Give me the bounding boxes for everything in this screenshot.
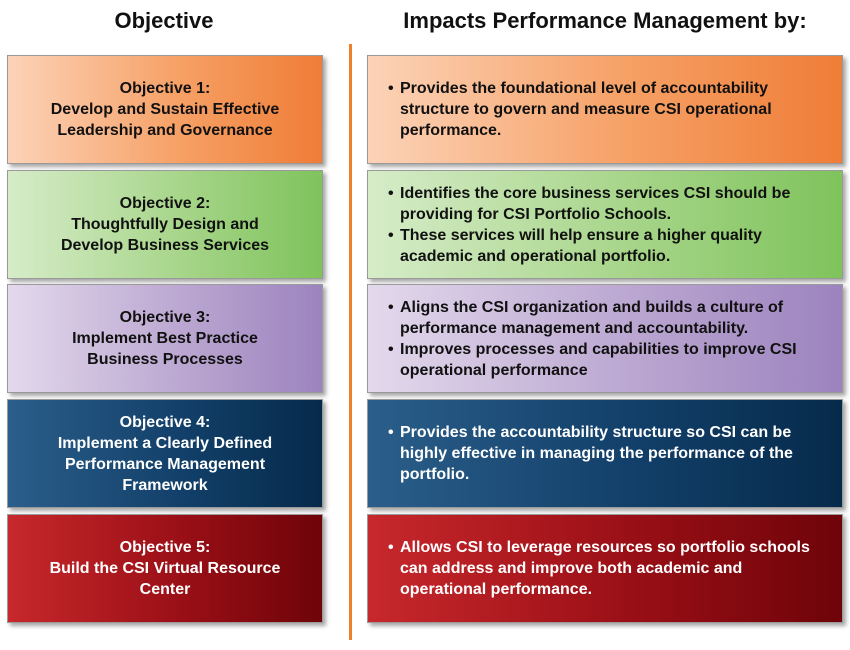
impact-2-box: Identifies the core business services CS… [367, 170, 843, 279]
objective-5-line: Build the CSI Virtual Resource [49, 560, 281, 577]
impact-3-bullet: Improves processes and capabilities to i… [388, 339, 832, 381]
impact-2-bullet: These services will help ensure a higher… [388, 225, 832, 267]
objective-4-line: Implement a Clearly Defined [57, 434, 273, 452]
impact-1-list: Provides the foundational level of accou… [388, 78, 832, 141]
objective-4-line: Performance Management [64, 455, 266, 473]
objective-4-line: Framework [122, 476, 208, 494]
column-divider [349, 44, 352, 640]
objective-2-box: Objective 2: Thoughtfully Design and Dev… [7, 170, 323, 279]
objective-3-line: Implement Best Practice [72, 330, 258, 347]
objective-1-line: Develop and Sustain Effective [50, 101, 280, 118]
objective-2-line: Develop Business Services [60, 237, 270, 254]
objective-5-title: Objective 5: [119, 539, 211, 556]
impact-3-box: Aligns the CSI organization and builds a… [367, 284, 843, 393]
objective-1-box: Objective 1: Develop and Sustain Effecti… [7, 55, 323, 164]
objective-5-line: Center [139, 581, 191, 598]
impact-4-box: Provides the accountability structure so… [367, 399, 843, 508]
impacts-header: Impacts Performance Management by: [403, 8, 807, 33]
objective-header: Objective [114, 8, 214, 33]
impact-5-box: Allows CSI to leverage resources so port… [367, 514, 843, 623]
objective-3-line: Business Processes [87, 351, 243, 368]
objective-2-title: Objective 2: [119, 195, 211, 212]
objective-3-box: Objective 3: Implement Best Practice Bus… [7, 284, 323, 393]
impact-5-list: Allows CSI to leverage resources so port… [388, 537, 832, 600]
objective-3-title: Objective 3: [119, 309, 211, 326]
objective-2-line: Thoughtfully Design and [71, 216, 259, 233]
impact-4-list: Provides the accountability structure so… [388, 422, 832, 485]
impact-4-bullet: Provides the accountability structure so… [388, 422, 832, 485]
impact-3-list: Aligns the CSI organization and builds a… [388, 297, 832, 381]
impact-3-bullet: Aligns the CSI organization and builds a… [388, 297, 832, 339]
objective-1-title: Objective 1: [119, 80, 211, 97]
impact-5-bullet: Allows CSI to leverage resources so port… [388, 537, 832, 600]
objective-4-title: Objective 4: [119, 413, 211, 431]
impact-1-box: Provides the foundational level of accou… [367, 55, 843, 164]
objective-1-line: Leadership and Governance [57, 122, 273, 139]
objective-4-box: Objective 4: Implement a Clearly Defined… [7, 399, 323, 508]
impact-2-bullet: Identifies the core business services CS… [388, 183, 832, 225]
impact-1-bullet: Provides the foundational level of accou… [388, 78, 832, 141]
impact-2-list: Identifies the core business services CS… [388, 183, 832, 267]
objective-5-box: Objective 5: Build the CSI Virtual Resou… [7, 514, 323, 623]
